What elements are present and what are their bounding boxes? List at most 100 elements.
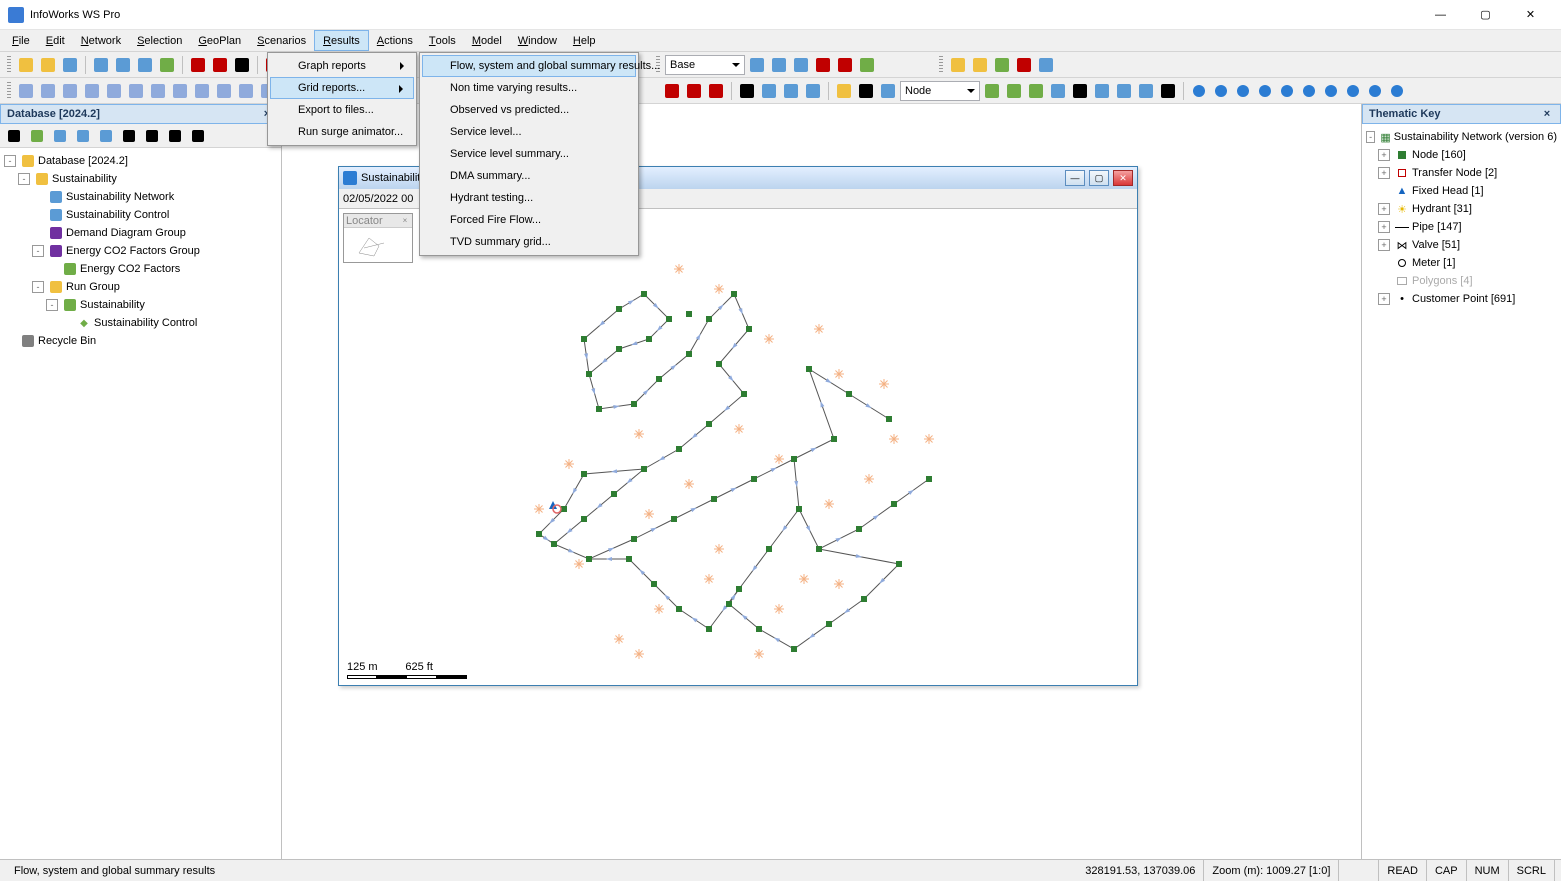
menu-results[interactable]: Results [314, 30, 369, 51]
db-toolbar-btn-3[interactable] [73, 126, 93, 146]
close-button[interactable]: ✕ [1508, 0, 1553, 30]
results-menu-item-2[interactable]: Export to files... [270, 99, 414, 121]
key-item-4[interactable]: +☀Hydrant [31] [1366, 200, 1557, 218]
grid-reports-item-7[interactable]: Forced Fire Flow... [422, 209, 636, 231]
playback-btn-0[interactable] [1189, 81, 1209, 101]
expander-icon[interactable]: + [1378, 149, 1390, 161]
db-tree-item-3[interactable]: Sustainability Control [4, 206, 277, 224]
playback-btn-5[interactable] [1299, 81, 1319, 101]
toolbar2-btn-2[interactable] [60, 81, 80, 101]
toolbar2-btn-6[interactable] [148, 81, 168, 101]
menu-tools[interactable]: Tools [421, 30, 464, 51]
toolbar2b-btn-6[interactable] [803, 81, 823, 101]
grid-reports-item-6[interactable]: Hydrant testing... [422, 187, 636, 209]
toolbar1-btn-7[interactable] [188, 55, 208, 75]
db-tree-item-10[interactable]: Recycle Bin [4, 332, 277, 350]
network-map[interactable] [339, 209, 1137, 685]
playback-btn-8[interactable] [1365, 81, 1385, 101]
menu-actions[interactable]: Actions [369, 30, 421, 51]
toolbar2-btn-7[interactable] [170, 81, 190, 101]
toolbar2b-btn-1[interactable] [684, 81, 704, 101]
db-tree-item-6[interactable]: Energy CO2 Factors [4, 260, 277, 278]
db-toolbar-btn-4[interactable] [96, 126, 116, 146]
playback-btn-2[interactable] [1233, 81, 1253, 101]
toolbar2b-btn-2[interactable] [706, 81, 726, 101]
expander-icon[interactable]: + [1378, 203, 1390, 215]
menu-network[interactable]: Network [73, 30, 129, 51]
toolbar1c-btn-2[interactable] [791, 55, 811, 75]
toolbar2b-btn-8[interactable] [856, 81, 876, 101]
expander-icon[interactable]: - [46, 299, 58, 311]
toolbar2-btn-9[interactable] [214, 81, 234, 101]
toolbar1c-btn-3[interactable] [813, 55, 833, 75]
toolbar2c-btn-5[interactable] [1092, 81, 1112, 101]
grid-reports-submenu[interactable]: Flow, system and global summary results.… [419, 52, 639, 256]
scenario-combo[interactable]: Base [665, 55, 745, 75]
db-toolbar-btn-6[interactable] [142, 126, 162, 146]
key-item-3[interactable]: ▲Fixed Head [1] [1366, 182, 1557, 200]
db-tree-item-1[interactable]: -Sustainability [4, 170, 277, 188]
toolbar1d-btn-1[interactable] [970, 55, 990, 75]
expander-icon[interactable]: + [1378, 293, 1390, 305]
menu-window[interactable]: Window [510, 30, 565, 51]
toolbar2c-btn-6[interactable] [1114, 81, 1134, 101]
db-toolbar-btn-0[interactable] [4, 126, 24, 146]
toolbar2-btn-10[interactable] [236, 81, 256, 101]
toolbar1-btn-3[interactable] [91, 55, 111, 75]
results-dropdown[interactable]: Graph reportsGrid reports...Export to fi… [267, 52, 417, 146]
toolbar2-btn-8[interactable] [192, 81, 212, 101]
grid-reports-item-5[interactable]: DMA summary... [422, 165, 636, 187]
key-item-9[interactable]: +•Customer Point [691] [1366, 290, 1557, 308]
toolbar2b-btn-0[interactable] [662, 81, 682, 101]
key-item-5[interactable]: +Pipe [147] [1366, 218, 1557, 236]
db-toolbar-btn-2[interactable] [50, 126, 70, 146]
expander-icon[interactable]: - [32, 281, 44, 293]
toolbar2c-btn-0[interactable] [982, 81, 1002, 101]
results-menu-item-1[interactable]: Grid reports... [270, 77, 414, 99]
grid-reports-item-2[interactable]: Observed vs predicted... [422, 99, 636, 121]
db-toolbar-btn-8[interactable] [188, 126, 208, 146]
grid-reports-item-1[interactable]: Non time varying results... [422, 77, 636, 99]
playback-btn-1[interactable] [1211, 81, 1231, 101]
db-tree-item-5[interactable]: -Energy CO2 Factors Group [4, 242, 277, 260]
toolbar1-btn-2[interactable] [60, 55, 80, 75]
toolbar2c-btn-7[interactable] [1136, 81, 1156, 101]
geoplan-maximize-button[interactable]: ▢ [1089, 170, 1109, 186]
toolbar2c-btn-4[interactable] [1070, 81, 1090, 101]
key-item-6[interactable]: +⋈Valve [51] [1366, 236, 1557, 254]
db-toolbar-btn-5[interactable] [119, 126, 139, 146]
expander-icon[interactable]: - [4, 155, 16, 167]
grid-reports-item-8[interactable]: TVD summary grid... [422, 231, 636, 253]
menu-file[interactable]: File [4, 30, 38, 51]
expander-icon[interactable]: - [32, 245, 44, 257]
toolbar2b-btn-4[interactable] [759, 81, 779, 101]
toolbar1c-btn-1[interactable] [769, 55, 789, 75]
menu-selection[interactable]: Selection [129, 30, 190, 51]
geoplan-canvas[interactable]: Locator × 125 m 625 ft [339, 209, 1137, 685]
toolbar1c-btn-4[interactable] [835, 55, 855, 75]
toolbar2b-btn-9[interactable] [878, 81, 898, 101]
key-item-1[interactable]: +Node [160] [1366, 146, 1557, 164]
menu-geoplan[interactable]: GeoPlan [190, 30, 249, 51]
toolbar1c-btn-5[interactable] [857, 55, 877, 75]
playback-btn-9[interactable] [1387, 81, 1407, 101]
toolbar2c-btn-3[interactable] [1048, 81, 1068, 101]
thematic-key-close-icon[interactable]: × [1540, 108, 1554, 120]
menu-model[interactable]: Model [464, 30, 510, 51]
playback-btn-3[interactable] [1255, 81, 1275, 101]
toolbar1d-btn-3[interactable] [1014, 55, 1034, 75]
toolbar1-btn-6[interactable] [157, 55, 177, 75]
database-tree[interactable]: -Database [2024.2]-SustainabilitySustain… [0, 148, 281, 859]
toolbar2-btn-1[interactable] [38, 81, 58, 101]
grid-reports-item-3[interactable]: Service level... [422, 121, 636, 143]
grid-reports-item-0[interactable]: Flow, system and global summary results.… [422, 55, 636, 77]
db-tree-item-7[interactable]: -Run Group [4, 278, 277, 296]
results-menu-item-0[interactable]: Graph reports [270, 55, 414, 77]
toolbar2b-btn-5[interactable] [781, 81, 801, 101]
key-item-8[interactable]: Polygons [4] [1366, 272, 1557, 290]
expander-icon[interactable]: + [1378, 221, 1390, 233]
toolbar2-btn-3[interactable] [82, 81, 102, 101]
menu-edit[interactable]: Edit [38, 30, 73, 51]
key-item-2[interactable]: +Transfer Node [2] [1366, 164, 1557, 182]
toolbar1-btn-9[interactable] [232, 55, 252, 75]
